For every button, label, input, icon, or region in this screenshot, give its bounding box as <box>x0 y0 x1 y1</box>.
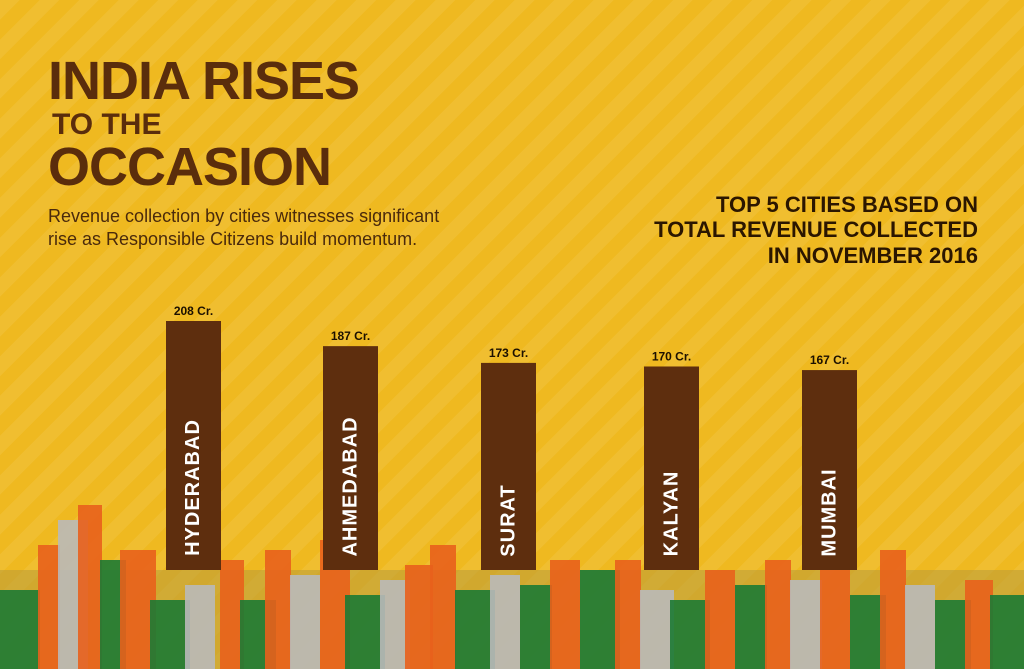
value-label: 187 Cr. <box>331 329 370 343</box>
skyline-building <box>990 595 1024 669</box>
value-labels-group: 208 Cr. 187 Cr. 173 Cr. 170 Cr. 167 Cr. <box>174 304 849 367</box>
value-label: 170 Cr. <box>652 349 691 363</box>
bar-mumbai <box>802 370 857 570</box>
value-label: 167 Cr. <box>810 353 849 367</box>
headline-line-3: OCCASION <box>48 137 332 197</box>
value-label: 173 Cr. <box>489 346 528 360</box>
skyline-building <box>520 585 552 669</box>
skyline-building <box>455 590 495 669</box>
skyline-building <box>0 590 40 669</box>
category-label: HYDERABAD <box>181 419 204 556</box>
skyline-building <box>345 595 385 669</box>
skyline-building <box>820 570 850 669</box>
skyline-building <box>580 570 620 669</box>
skyline-building <box>38 545 60 669</box>
bar-surat <box>481 362 536 570</box>
skyline-building <box>765 560 791 669</box>
skyline-building <box>430 545 456 669</box>
skyline-building <box>550 560 580 669</box>
category-label: SURAT <box>497 483 520 557</box>
bar-hyderabad <box>166 321 221 570</box>
category-label: MUMBAI <box>818 467 841 557</box>
skyline-building <box>670 600 710 669</box>
skyline-building <box>880 550 906 669</box>
skyline-building <box>490 575 520 669</box>
headline-line-2: TO THE <box>52 108 162 141</box>
skyline-building <box>185 585 215 669</box>
value-label: 208 Cr. <box>174 304 213 318</box>
chart-title: TOP 5 CITIES BASED ON TOTAL REVENUE COLL… <box>654 192 978 268</box>
skyline-building <box>615 560 641 669</box>
subtitle: Revenue collection by cities witnesses s… <box>48 206 440 250</box>
skyline-building <box>290 575 320 669</box>
skyline-building <box>965 580 993 669</box>
skyline-building <box>78 505 102 669</box>
headline-line-1: INDIA RISES <box>48 51 360 111</box>
skyline-building <box>790 580 822 669</box>
bar-kalyan <box>644 366 699 570</box>
skyline-building <box>150 600 190 669</box>
category-label: KALYAN <box>659 470 682 556</box>
bar-ahmedabad <box>323 346 378 570</box>
skyline-building <box>705 570 735 669</box>
skyline-building <box>265 550 291 669</box>
skyline-building <box>735 585 767 669</box>
category-label: AHMEDABAD <box>339 415 362 557</box>
skyline-building <box>640 590 674 669</box>
skyline-building <box>905 585 935 669</box>
skyline-building <box>405 565 433 669</box>
bars-group <box>166 321 857 570</box>
skyline-illustration <box>0 505 1024 669</box>
